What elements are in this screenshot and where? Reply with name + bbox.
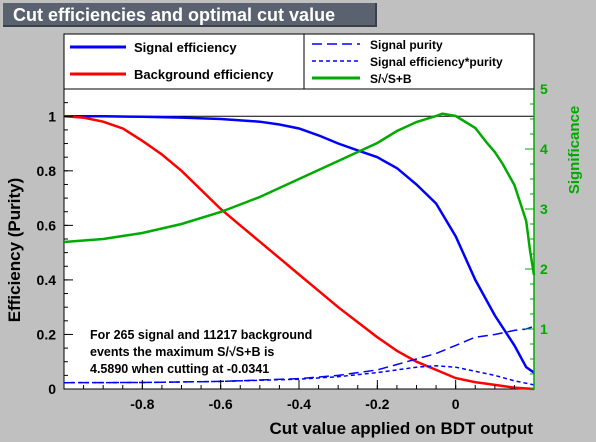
series-line-3 [63, 365, 535, 386]
series-line-0 [64, 115, 535, 374]
axes-group: -0.8 -0.6 -0.4 -0.2 0 0 0.2 0.4 0.6 0.8 1 1 2 3 4 5 [37, 81, 548, 412]
y-left-tick-label: 0.8 [37, 163, 57, 179]
x-tick-label: -0.6 [209, 396, 233, 412]
legend-label: Signal purity [370, 38, 443, 52]
legend-box-left [63, 33, 305, 90]
y-right-tick-label: 4 [540, 141, 548, 157]
title-box: Cut efficiencies and optimal cut value [3, 3, 377, 27]
x-tick-label: -0.4 [287, 396, 311, 412]
y-left-tick-label: 0.6 [37, 217, 57, 233]
y-left-tick-label: 1 [48, 108, 56, 124]
series-line-4 [63, 112, 536, 276]
plot-area [63, 88, 535, 390]
x-tick-label: -0.8 [130, 396, 154, 412]
annotation-line-2: events the maximum S/√S+B is [90, 345, 274, 359]
chart-title: Cut efficiencies and optimal cut value [13, 5, 336, 25]
x-axis-label: Cut value applied on BDT output [270, 419, 534, 438]
legend-label: Signal efficiency*purity [370, 55, 503, 69]
y-right-tick-label: 2 [540, 261, 548, 277]
legend-label: Signal efficiency [134, 40, 237, 55]
annotation: For 265 signal and 11217 background even… [90, 328, 312, 376]
legend-group: Signal efficiency Background efficiency Si… [70, 38, 503, 86]
y-right-tick-label: 1 [540, 321, 548, 337]
y-left-tick-label: 0.2 [37, 326, 57, 342]
y-right-tick-label: 3 [540, 201, 548, 217]
annotation-line-1: For 265 signal and 11217 background [90, 328, 312, 342]
legend-label: Background efficiency [134, 67, 274, 82]
y-axis-left-label: Efficiency (Purity) [5, 178, 24, 323]
y-right-tick-label: 5 [540, 81, 548, 97]
legend-label: S/√S+B [370, 72, 412, 86]
x-tick-label: 0 [452, 396, 460, 412]
y-axis-right-label: Significance [566, 106, 583, 194]
x-tick-label: -0.2 [365, 396, 389, 412]
y-left-tick-label: 0.4 [37, 272, 57, 288]
series-group [63, 112, 536, 391]
annotation-line-3: 4.5890 when cutting at -0.0341 [90, 362, 269, 376]
series-line-1 [63, 115, 535, 391]
y-left-tick-label: 0 [48, 381, 56, 397]
